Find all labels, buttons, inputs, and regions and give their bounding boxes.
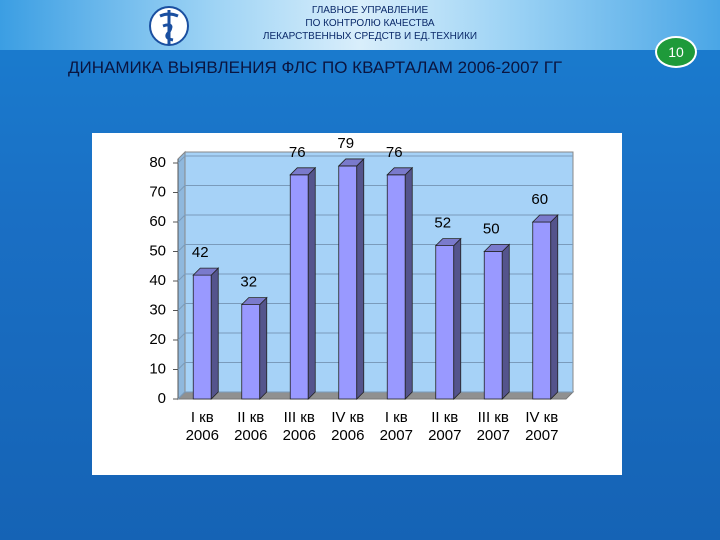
x-tick-label-box: II кв 2007	[428, 409, 462, 444]
logo	[149, 6, 189, 46]
header-line: ГЛАВНОЕ УПРАВЛЕНИЕ	[311, 5, 429, 16]
bar-front	[386, 174, 406, 400]
bar-side	[453, 237, 462, 400]
bar-front	[532, 221, 552, 400]
x-tick-label: II кв 2007	[428, 409, 462, 444]
y-tick-label: 80	[149, 154, 166, 171]
bar-front	[192, 274, 212, 400]
data-label: 76	[386, 144, 403, 161]
chart-title: ДИНАМИКА ВЫЯВЛЕНИЯ ФЛС ПО КВАРТАЛАМ 2006…	[68, 58, 563, 77]
x-tick-label-box: IV кв 2006	[331, 409, 365, 444]
bar-side	[501, 243, 510, 400]
x-tick-label: IV кв 2007	[525, 409, 559, 444]
bar-front	[241, 304, 261, 400]
data-label: 76	[289, 144, 306, 161]
x-tick-label-box: IV кв 2007	[525, 409, 559, 444]
bar-front	[289, 174, 309, 400]
bar-top	[386, 167, 414, 176]
x-tick-label: III кв 2007	[476, 409, 510, 444]
bar	[289, 166, 317, 400]
x-tick-label: III кв 2006	[282, 409, 316, 444]
bar	[434, 237, 462, 400]
bar-top	[240, 297, 268, 306]
x-tick-label-box: III кв 2007	[476, 409, 510, 444]
bar-top	[434, 238, 462, 247]
bar-side	[259, 296, 268, 400]
bar-top	[337, 158, 365, 167]
y-tick-label: 10	[149, 360, 166, 377]
data-label: 79	[337, 135, 354, 152]
bar-top	[531, 214, 559, 223]
plot-floor	[176, 391, 575, 400]
y-tick-label: 60	[149, 213, 166, 230]
bar-front	[338, 165, 358, 400]
bar-top	[483, 244, 511, 252]
x-tick-label-box: I кв 2007	[379, 409, 413, 444]
data-label: 52	[434, 215, 451, 232]
bar-top	[192, 267, 220, 276]
x-tick-label-box: I кв 2006	[185, 409, 219, 444]
bar	[337, 157, 365, 400]
bar-front	[435, 245, 455, 400]
y-tick-label: 50	[149, 242, 166, 259]
bar-front	[483, 251, 503, 400]
header: ГЛАВНОЕ УПРАВЛЕНИЕ ПО КОНТРОЛЮ КАЧЕСТВА …	[220, 4, 520, 43]
x-tick-label-box: II кв 2006	[234, 409, 268, 444]
bar-side	[307, 166, 316, 400]
data-label: 60	[531, 191, 548, 208]
bar	[192, 267, 220, 400]
grid-line	[177, 185, 573, 193]
header-band	[0, 0, 720, 50]
data-label: 50	[483, 220, 500, 237]
x-tick-label: IV кв 2006	[331, 409, 365, 444]
bar	[240, 296, 268, 400]
bar-side	[550, 214, 559, 400]
x-tick-label: II кв 2006	[234, 409, 268, 444]
bar	[483, 243, 511, 400]
y-tick-label: 40	[149, 272, 166, 289]
x-tick-label-box: III кв 2006	[282, 409, 316, 444]
x-tick-label: I кв 2006	[185, 409, 219, 444]
bar-top	[289, 167, 317, 176]
data-label: 42	[192, 244, 209, 261]
bar-side	[210, 267, 219, 400]
header-line: ПО КОНТРОЛЮ КАЧЕСТВА	[305, 18, 435, 29]
y-tick-label: 70	[149, 183, 166, 200]
x-tick-label: I кв 2007	[379, 409, 413, 444]
bar-side	[404, 166, 413, 400]
y-tick-label: 30	[149, 301, 166, 318]
grid-line	[177, 214, 573, 223]
bar-side	[356, 157, 365, 400]
bar	[386, 166, 414, 400]
header-line: ЛЕКАРСТВЕННЫХ СРЕДСТВ И ЕД.ТЕХНИКИ	[262, 31, 478, 42]
y-tick-label: 20	[149, 331, 166, 348]
data-label: 32	[240, 274, 257, 291]
y-tick-label: 0	[158, 390, 166, 407]
grid-line	[177, 155, 573, 164]
bar	[531, 214, 559, 400]
slide-number: 10	[655, 36, 697, 68]
